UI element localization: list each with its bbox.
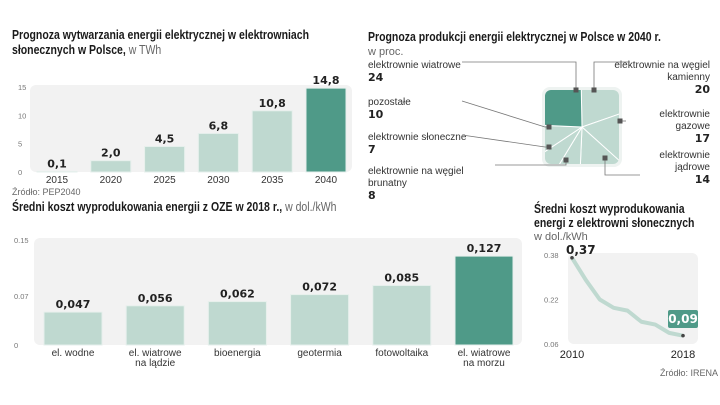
- pie-slice: [578, 125, 619, 164]
- chart4-title: Średni koszt wyprodukowania energi z ele…: [534, 202, 695, 230]
- bar: [144, 146, 186, 173]
- leader-line: [461, 134, 549, 148]
- end-value-label: 0,09: [668, 312, 698, 326]
- leader-marker: [591, 87, 597, 93]
- bar: [125, 305, 185, 346]
- y-tick-label: 0: [14, 341, 18, 350]
- bar: [36, 170, 78, 173]
- pie-label-pozostale: pozostałe 10: [368, 97, 411, 121]
- y-tick-label: 0.06: [544, 340, 559, 349]
- bar-value-label: 0,056: [138, 292, 173, 305]
- pie-slice: [545, 90, 583, 128]
- leader-line: [462, 61, 577, 90]
- pie-label-gazowe: elektrownie gazowe 17: [659, 109, 710, 145]
- chart1-source: Źródło: PEP2040: [12, 187, 81, 197]
- leader-marker: [563, 157, 569, 163]
- bar-value-label: 0,062: [220, 288, 255, 301]
- bar: [372, 285, 432, 346]
- bar-value-label: 4,5: [155, 133, 175, 146]
- y-tick-label: 0: [18, 168, 22, 177]
- y-tick-label: 0.15: [14, 236, 29, 245]
- x-tick-label: 2010: [560, 349, 584, 361]
- leader-line: [461, 100, 549, 128]
- leader-line: [604, 158, 640, 176]
- x-tick-label: 2018: [671, 349, 695, 361]
- end-label-badge: [668, 310, 698, 328]
- x-tick-label: el. wiatrowe: [458, 348, 511, 359]
- chart2-title: Prognoza produkcji energii elektrycznej …: [368, 30, 661, 44]
- pie-label-sloneczne: elektrownie słoneczne 7: [368, 132, 467, 156]
- chart4-unit: w dol./kWh: [534, 231, 588, 243]
- bar-value-label: 14,8: [312, 74, 339, 87]
- y-tick-label: 0.07: [14, 292, 29, 301]
- chart3-title: Średni koszt wyprodukowania energii z OZ…: [12, 200, 337, 214]
- leader-marker: [617, 118, 623, 124]
- leader-marker: [602, 155, 608, 161]
- plot-background: [34, 238, 522, 345]
- y-tick-label: 10: [18, 111, 26, 120]
- bar: [290, 294, 350, 346]
- bar-value-label: 10,8: [259, 97, 286, 110]
- pie-label-wiatrowe: elektrownie wiatrowe 24: [368, 60, 461, 84]
- bar-value-label: 0,127: [467, 242, 502, 255]
- x-tick-label: 2025: [153, 175, 176, 186]
- x-tick-label: 2035: [261, 175, 284, 186]
- plot-background: [568, 253, 698, 344]
- chart4-source: Źródło: IRENA: [660, 368, 719, 378]
- bar: [43, 311, 103, 346]
- y-tick-label: 15: [18, 83, 26, 92]
- data-point: [570, 255, 574, 260]
- x-tick-label: el. wodne: [52, 348, 95, 359]
- data-point: [681, 333, 685, 338]
- bar-value-label: 0,047: [56, 298, 91, 311]
- bar: [305, 87, 347, 173]
- y-tick-label: 0.38: [544, 251, 559, 260]
- series-line: [570, 256, 684, 338]
- bar-value-label: 0,1: [47, 157, 67, 170]
- start-value-label: 0,37: [566, 243, 596, 257]
- pie-slice: [545, 126, 583, 164]
- chart2-unit: w proc.: [368, 46, 404, 58]
- bar: [197, 132, 239, 173]
- x-tick-label: 2020: [100, 175, 123, 186]
- leader-marker: [546, 124, 552, 130]
- bar: [90, 160, 132, 173]
- pie-slice: [581, 100, 619, 164]
- x-tick-label: fotowoltaika: [375, 348, 428, 359]
- leader-marker: [546, 144, 552, 150]
- x-tick-label: na morzu: [463, 358, 505, 369]
- pie-label-jadrowe: elektrownie jądrowe 14: [659, 150, 710, 186]
- x-tick-label: 2015: [46, 175, 69, 186]
- x-tick-label: bioenergia: [214, 348, 261, 359]
- bar: [454, 255, 514, 346]
- chart1-title: Prognoza wytwarzania energii elektryczne…: [12, 28, 310, 57]
- pie-slice: [545, 126, 583, 164]
- leader-marker: [573, 87, 579, 93]
- pie-slice: [545, 123, 584, 164]
- pie-slice: [579, 90, 619, 128]
- bar-value-label: 0,072: [302, 281, 337, 294]
- x-tick-label: na lądzie: [135, 358, 175, 369]
- y-tick-label: 0.22: [544, 296, 559, 305]
- x-tick-label: el. wiatrowe: [129, 348, 182, 359]
- x-tick-label: 2030: [207, 175, 230, 186]
- pie-label-kamienny: elektrownie na węgiel kamienny 20: [614, 60, 710, 96]
- bar: [251, 110, 293, 173]
- y-tick-label: 5: [18, 140, 22, 149]
- plot-background: [30, 85, 352, 172]
- x-tick-label: geotermia: [297, 348, 342, 359]
- leader-line: [593, 61, 630, 90]
- bar-value-label: 0,085: [384, 272, 419, 285]
- bar: [207, 301, 267, 346]
- x-tick-label: 2040: [315, 175, 338, 186]
- bar-value-label: 6,8: [209, 119, 229, 132]
- pie-label-brunatny: elektrownie na węgiel brunatny 8: [368, 166, 464, 202]
- bar-value-label: 2,0: [101, 147, 121, 160]
